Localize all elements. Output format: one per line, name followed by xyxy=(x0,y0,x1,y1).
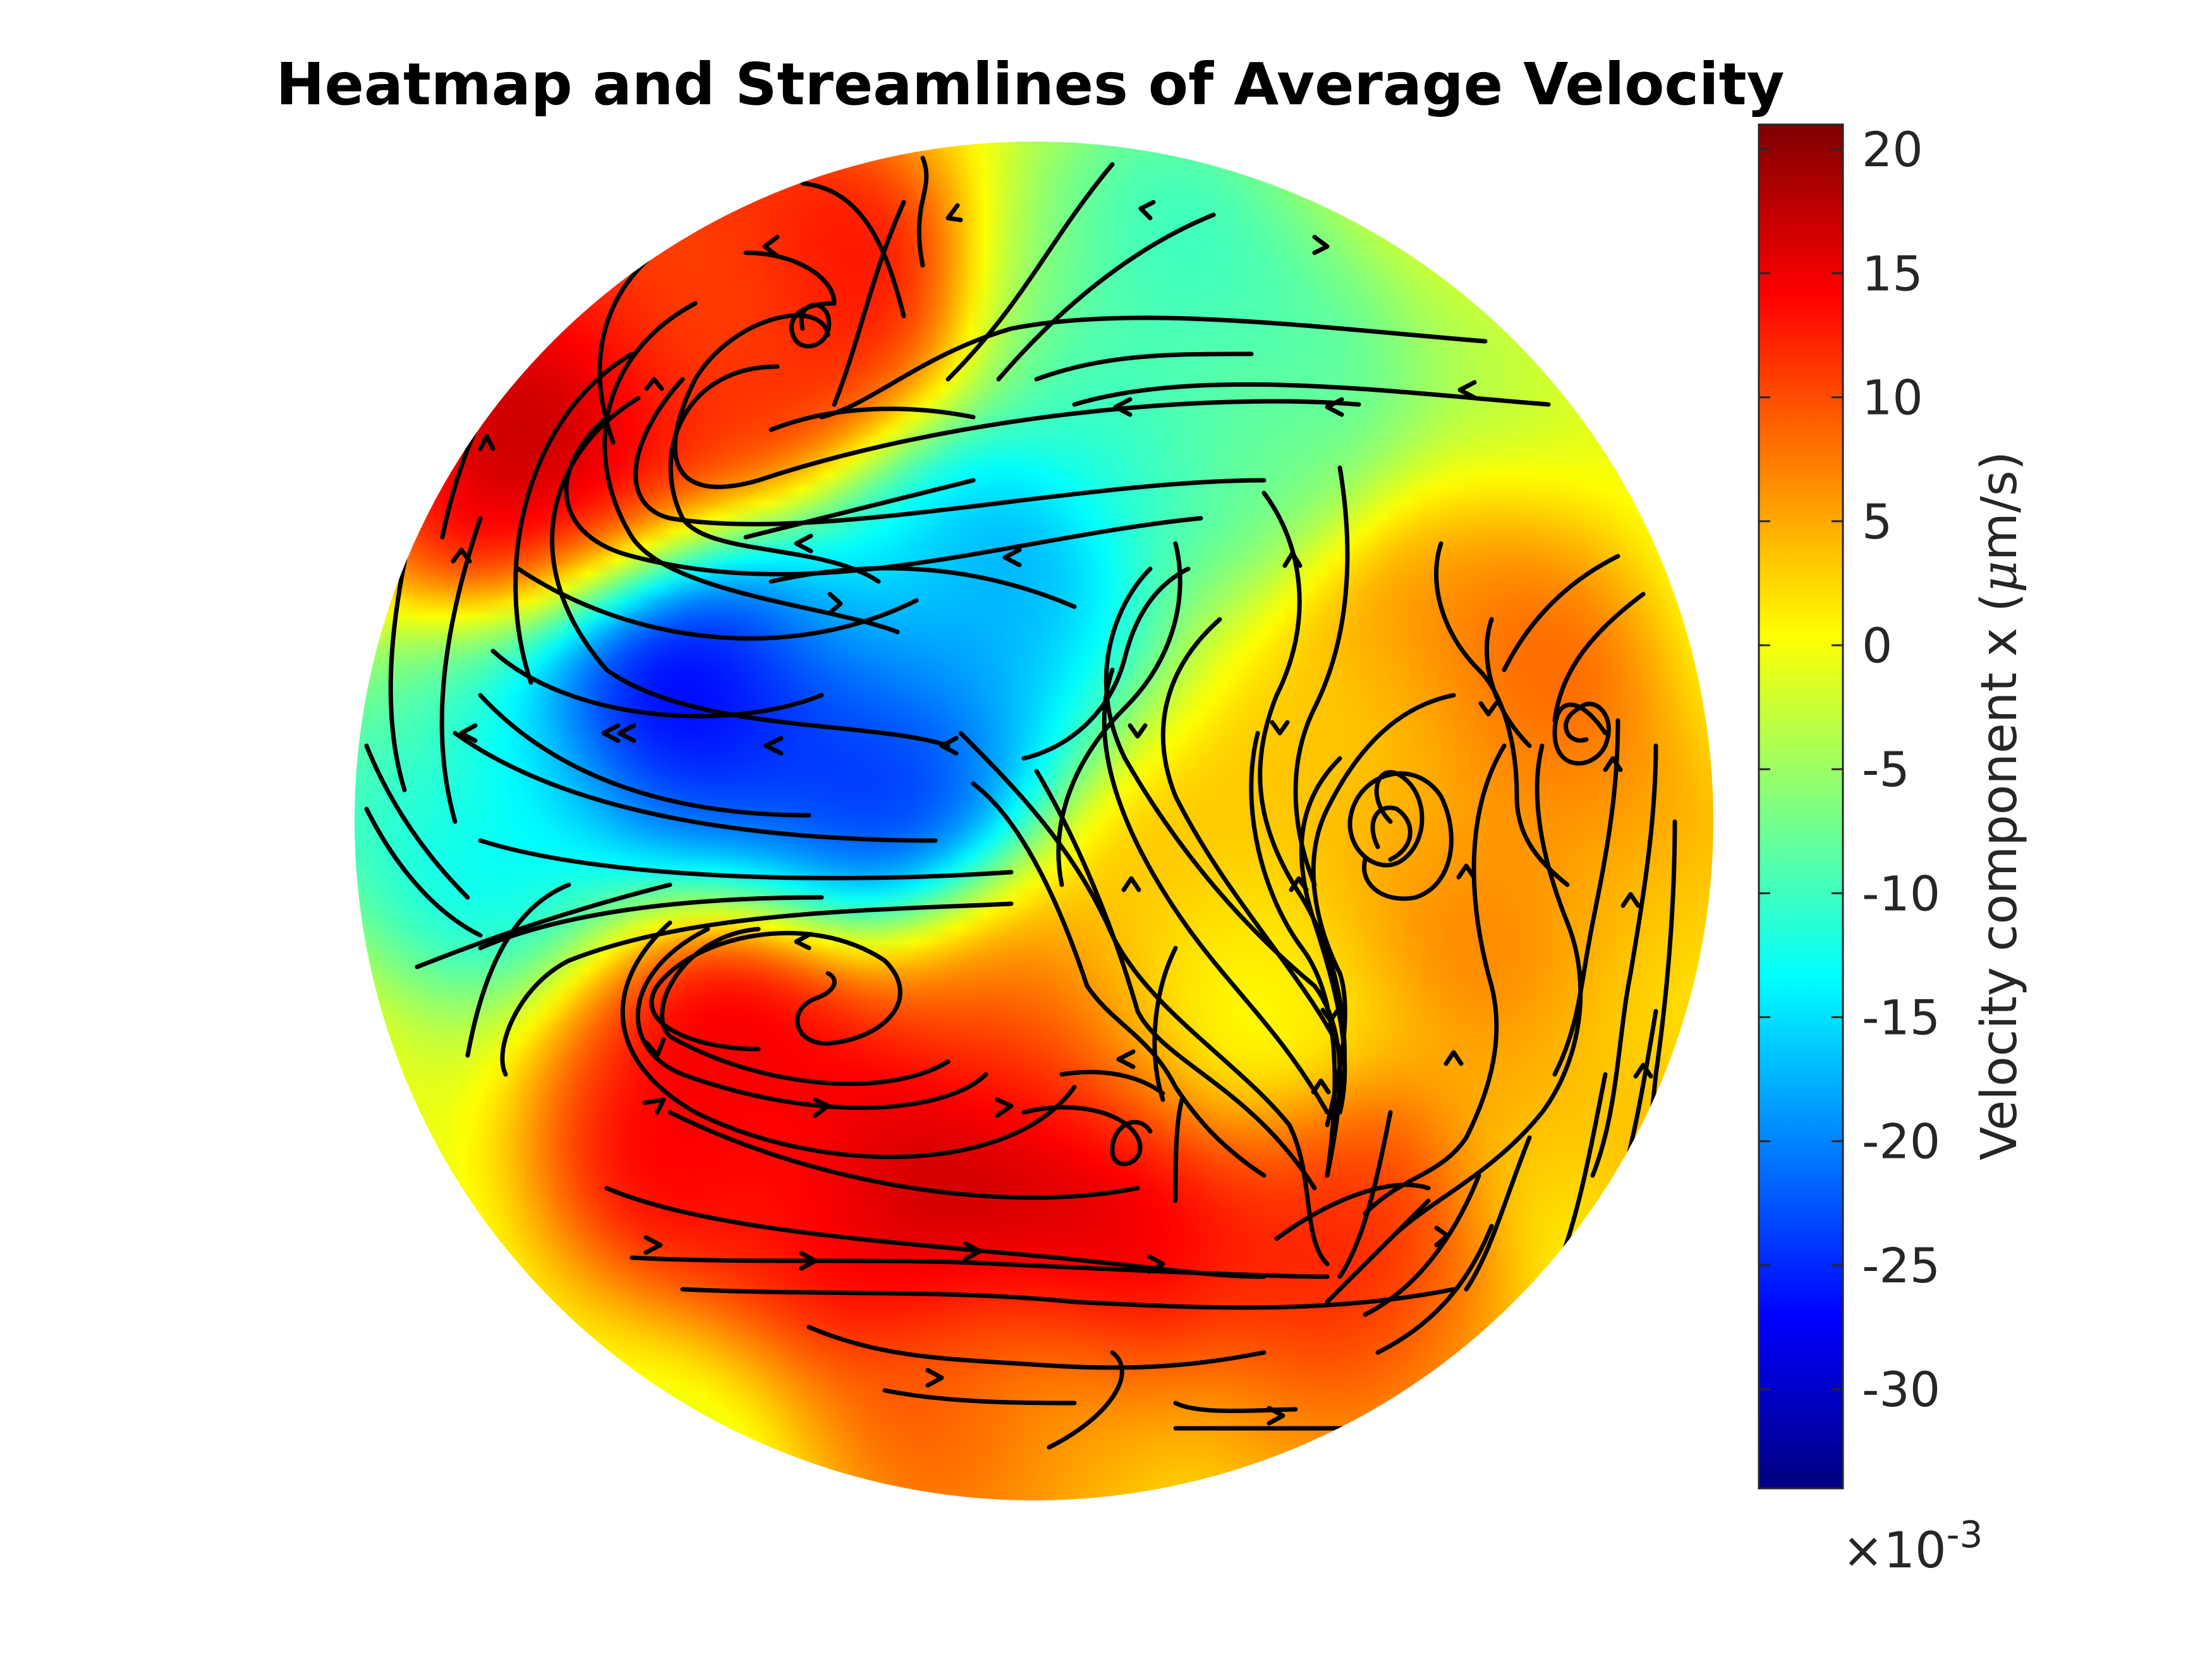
colorbar-tick-label: -30 xyxy=(1862,1361,1940,1418)
colorbar-tick-label: 20 xyxy=(1862,121,1923,178)
colorbar-tick-label: -15 xyxy=(1862,990,1940,1046)
colorbar: 20 15 10 5 0 -5 -10 -15 -20 -25 -30 Velocity compo… xyxy=(1759,121,2028,1579)
colorbar-tick-label: 15 xyxy=(1862,245,1923,301)
colorbar-tick-label: -25 xyxy=(1862,1237,1940,1294)
colorbar-label: Velocity component x (μm/s) xyxy=(1971,451,2028,1160)
chart-title: Heatmap and Streamlines of Average Veloc… xyxy=(276,51,1784,118)
colorbar-tick-label: -10 xyxy=(1862,865,1940,921)
colorbar-gradient xyxy=(1759,125,1843,1488)
colorbar-tick-label: 10 xyxy=(1862,370,1923,426)
colorbar-tick-label: 0 xyxy=(1862,617,1892,674)
colorbar-multiplier: ×10-3 xyxy=(1842,1513,1983,1579)
colorbar-tick-label: -20 xyxy=(1862,1114,1940,1170)
colorbar-tick-label: -5 xyxy=(1862,741,1910,798)
colorbar-tick-label: 5 xyxy=(1862,494,1892,550)
